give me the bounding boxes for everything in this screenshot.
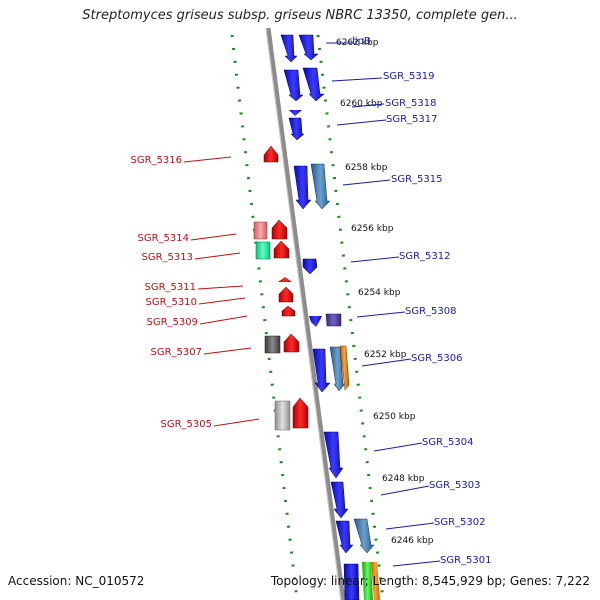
gene-glyph-sgr-5311[interactable] <box>278 277 292 282</box>
gene-label-sgr-5312[interactable]: SGR_5312 <box>399 251 451 262</box>
callout-line-sgr-5307 <box>203 347 252 355</box>
gene-glyph-lipb[interactable] <box>280 34 319 63</box>
gene-label-sgr-5305[interactable]: SGR_5305 <box>161 419 213 430</box>
gene-label-sgr-5306[interactable]: SGR_5306 <box>411 353 463 364</box>
gene-glyph-sgr-5319[interactable] <box>283 67 325 102</box>
gene-label-sgr-5309[interactable]: SGR_5309 <box>147 317 199 328</box>
gene-glyph-sgr-5310[interactable] <box>278 286 294 303</box>
chromosome-backbone-highlight <box>265 27 342 600</box>
kbp-marker-6256-kbp[interactable]: 6256 kbp <box>351 224 394 234</box>
callout-line-sgr-5312 <box>350 256 400 263</box>
gene-label-sgr-5307[interactable]: SGR_5307 <box>151 347 203 358</box>
callout-line-sgr-5310 <box>198 297 246 305</box>
kbp-marker-6252-kbp[interactable]: 6252 kbp <box>364 350 407 360</box>
gene-glyph-sgr-5317[interactable] <box>288 117 305 141</box>
gene-label-sgr-5317[interactable]: SGR_5317 <box>386 114 438 125</box>
callout-line-sgr-5315 <box>342 179 391 186</box>
callout-line-sgr-5314 <box>190 233 237 241</box>
gene-glyph-sgr-5301[interactable] <box>343 562 380 600</box>
gene-label-sgr-5311[interactable]: SGR_5311 <box>145 282 197 293</box>
gene-label-sgr-5304[interactable]: SGR_5304 <box>422 437 474 448</box>
gene-glyph-sgr-5304[interactable] <box>323 431 344 479</box>
gene-glyph-sgr-5312[interactable] <box>302 258 318 275</box>
kbp-marker-6260-kbp[interactable]: 6260 kbp <box>340 99 383 109</box>
gene-glyph-sgr-5315[interactable] <box>293 163 331 210</box>
gene-glyph-sgr-5318[interactable] <box>289 110 302 116</box>
accession-text: Accession: NC_010572 <box>8 574 145 588</box>
gene-label-lipb[interactable]: lipB <box>352 36 371 47</box>
gene-label-sgr-5310[interactable]: SGR_5310 <box>146 297 198 308</box>
callout-line-sgr-5313 <box>194 252 241 260</box>
callout-line-sgr-5304 <box>373 442 423 452</box>
genome-title: Streptomyces griseus subsp. griseus NBRC… <box>82 8 518 23</box>
gene-label-sgr-5318[interactable]: SGR_5318 <box>385 98 437 109</box>
callout-line-sgr-5306 <box>361 358 412 367</box>
kbp-marker-6258-kbp[interactable]: 6258 kbp <box>345 163 388 173</box>
gene-label-sgr-5313[interactable]: SGR_5313 <box>142 252 194 263</box>
callout-line-sgr-5309 <box>199 315 248 325</box>
gene-glyph-sgr-5309[interactable] <box>281 305 296 317</box>
kbp-marker-6254-kbp[interactable]: 6254 kbp <box>358 288 401 298</box>
genome-summary-text: Topology: linear; Length: 8,545,929 bp; … <box>270 574 590 588</box>
gene-label-sgr-5315[interactable]: SGR_5315 <box>391 174 443 185</box>
gene-label-sgr-5301[interactable]: SGR_5301 <box>440 555 492 566</box>
gene-glyph-sgr-5314[interactable] <box>253 219 288 240</box>
callout-line-sgr-5319 <box>331 77 383 82</box>
gene-glyph-sgr-5313[interactable] <box>255 240 290 260</box>
gene-glyph-sgr-5303[interactable] <box>330 481 349 519</box>
gene-label-sgr-5302[interactable]: SGR_5302 <box>434 517 486 528</box>
callout-line-sgr-5317 <box>336 119 387 126</box>
kbp-marker-6250-kbp[interactable]: 6250 kbp <box>373 412 416 422</box>
gene-glyph-sgr-5316[interactable] <box>263 145 279 163</box>
kbp-marker-6262-kbp[interactable]: 6262 kbp <box>336 38 379 48</box>
gene-label-sgr-5308[interactable]: SGR_5308 <box>405 306 457 317</box>
gene-glyph-sgr-5302[interactable] <box>335 518 375 554</box>
left-guide-line <box>230 34 299 600</box>
callout-line-sgr-5308 <box>356 311 406 318</box>
gene-glyph-sgr-5306[interactable] <box>312 345 350 393</box>
gene-label-sgr-5303[interactable]: SGR_5303 <box>429 480 481 491</box>
callout-line-sgr-5311 <box>197 285 244 290</box>
gene-glyph-sgr-5305[interactable] <box>274 397 309 431</box>
gene-glyph-sgr-5307[interactable] <box>264 333 300 354</box>
kbp-marker-6246-kbp[interactable]: 6246 kbp <box>391 536 434 546</box>
callout-line-sgr-5301 <box>392 560 441 567</box>
kbp-marker-6248-kbp[interactable]: 6248 kbp <box>382 474 425 484</box>
callout-line-sgr-5303 <box>380 485 430 496</box>
gene-glyph-sgr-5308[interactable] <box>309 313 342 327</box>
callout-line-sgr-5318 <box>351 103 385 108</box>
callout-line-sgr-5316 <box>183 156 232 163</box>
gene-label-sgr-5319[interactable]: SGR_5319 <box>383 71 435 82</box>
gene-label-sgr-5316[interactable]: SGR_5316 <box>131 155 183 166</box>
callout-line-sgr-5305 <box>213 418 260 427</box>
callout-line-sgr-5302 <box>385 522 435 530</box>
chromosome-backbone <box>265 27 346 600</box>
gene-label-sgr-5314[interactable]: SGR_5314 <box>138 233 190 244</box>
